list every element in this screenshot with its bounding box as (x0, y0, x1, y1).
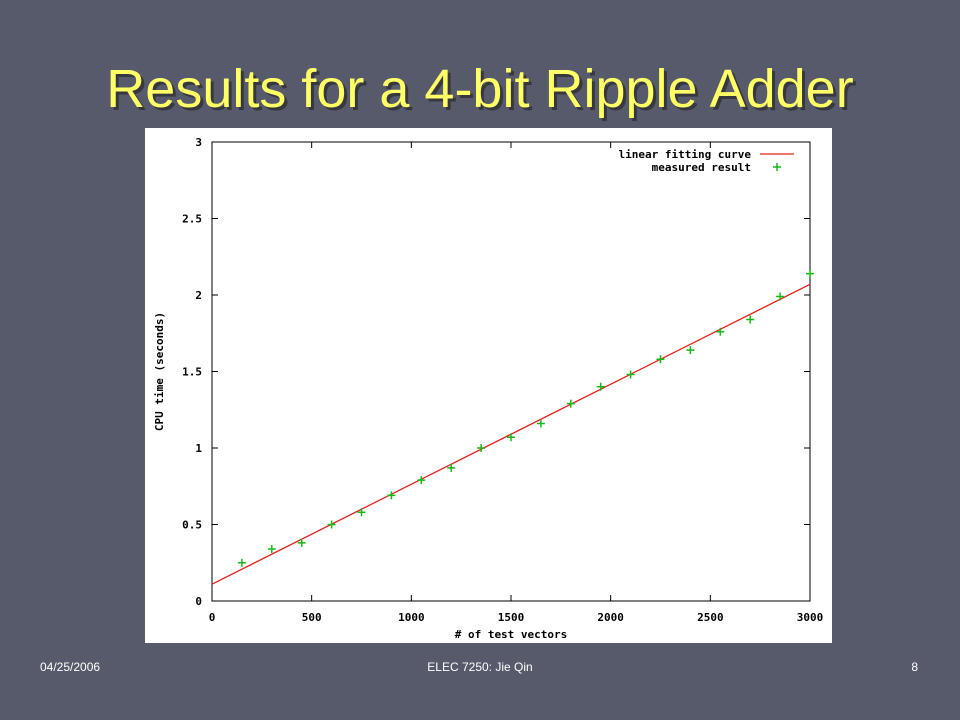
y-tick-label: 3 (195, 136, 202, 149)
y-tick-label: 0.5 (182, 519, 202, 532)
footer-center: ELEC 7250: Jie Qin (427, 660, 532, 674)
y-tick-label: 2.5 (182, 213, 202, 226)
footer-date: 04/25/2006 (40, 660, 100, 674)
point (297, 538, 306, 547)
x-tick-label: 500 (302, 611, 322, 624)
point (656, 355, 665, 364)
point (417, 476, 426, 485)
y-tick-label: 1 (195, 442, 202, 455)
point (686, 346, 695, 355)
point (327, 520, 336, 529)
point (387, 491, 396, 500)
title-shadow: Results for a 4-bit Ripple Adder (109, 62, 856, 122)
page-number: 8 (911, 660, 918, 674)
point (776, 292, 785, 301)
point (566, 399, 575, 408)
point (357, 508, 366, 517)
point (267, 544, 276, 553)
point (237, 558, 246, 567)
point (596, 382, 605, 391)
x-tick-label: 1000 (398, 611, 425, 624)
point (626, 370, 635, 379)
point (477, 444, 486, 452)
slide-title: Results for a 4-bit Ripple Adder (106, 59, 853, 119)
x-axis-label: # of test vectors (455, 628, 568, 641)
point (716, 327, 725, 336)
point (507, 433, 515, 442)
chart-background (145, 128, 832, 643)
y-axis-label: CPU time (seconds) (153, 312, 166, 431)
legend-label: linear fitting curve (619, 148, 752, 161)
point (536, 419, 545, 428)
x-tick-label: 0 (209, 611, 216, 624)
y-tick-label: 2 (195, 289, 202, 302)
point (447, 463, 456, 472)
y-tick-label: 1.5 (182, 366, 202, 379)
x-tick-label: 1500 (498, 611, 525, 624)
legend-marker (773, 163, 781, 171)
legend-label: measured result (652, 161, 751, 174)
point (746, 315, 755, 324)
point (806, 269, 814, 278)
x-tick-label: 3000 (797, 611, 824, 624)
x-tick-label: 2000 (597, 611, 624, 624)
y-tick-label: 0 (195, 595, 202, 608)
x-tick-label: 2500 (697, 611, 724, 624)
